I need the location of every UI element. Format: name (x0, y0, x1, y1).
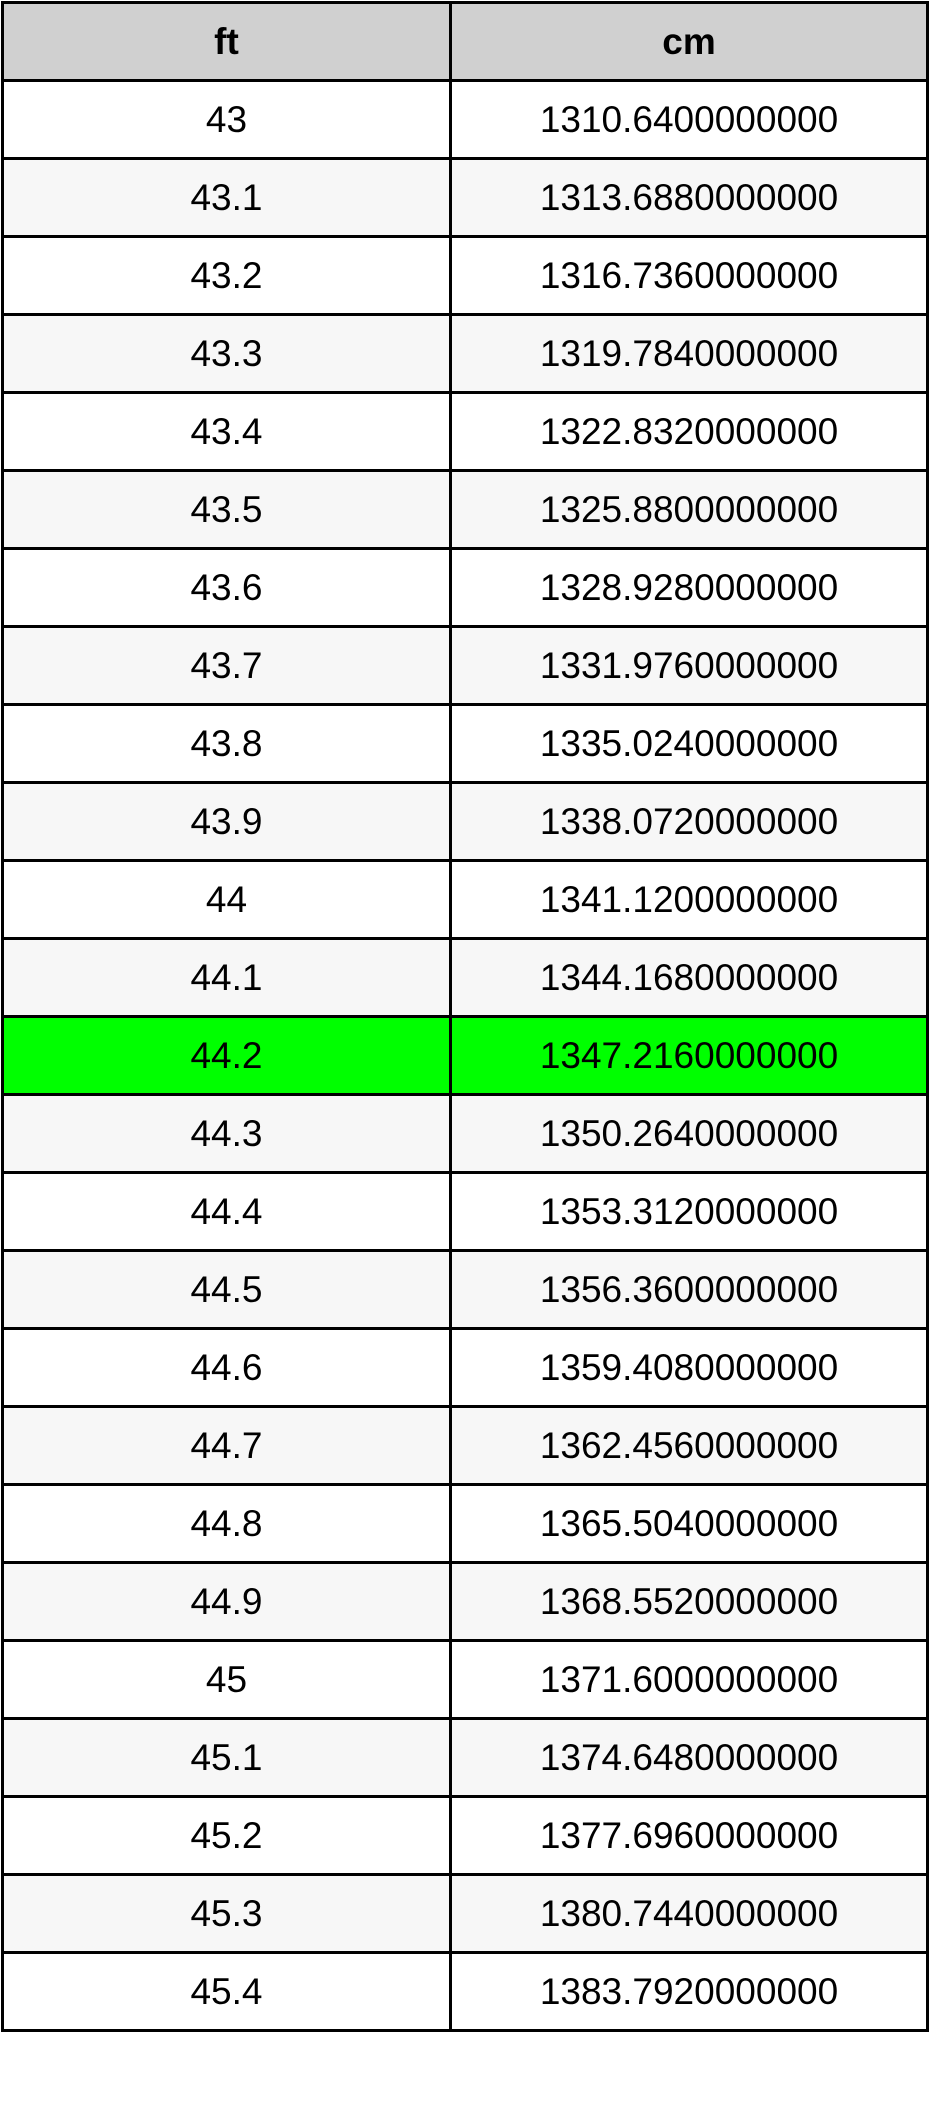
cm-cell: 1328.9280000000 (449, 547, 929, 628)
ft-cell: 43.8 (1, 703, 452, 784)
cm-cell: 1368.5520000000 (449, 1561, 929, 1642)
header-cm: cm (449, 1, 929, 82)
table-row: 43 1310.6400000000 (1, 79, 929, 160)
table-row: 44.1 1344.1680000000 (1, 937, 929, 1018)
ft-cell: 44.3 (1, 1093, 452, 1174)
table-row: 43.8 1335.0240000000 (1, 703, 929, 784)
table-row: 45 1371.6000000000 (1, 1639, 929, 1720)
table-row: 45.4 1383.7920000000 (1, 1951, 929, 2032)
cm-cell: 1365.5040000000 (449, 1483, 929, 1564)
cm-cell: 1335.0240000000 (449, 703, 929, 784)
table-row: 44.7 1362.4560000000 (1, 1405, 929, 1486)
table-row: 43.9 1338.0720000000 (1, 781, 929, 862)
cm-cell: 1377.6960000000 (449, 1795, 929, 1876)
table-row: 44.3 1350.2640000000 (1, 1093, 929, 1174)
cm-cell: 1380.7440000000 (449, 1873, 929, 1954)
ft-cell: 44.8 (1, 1483, 452, 1564)
table-row: 45.3 1380.7440000000 (1, 1873, 929, 1954)
cm-cell: 1359.4080000000 (449, 1327, 929, 1408)
ft-cell: 44.4 (1, 1171, 452, 1252)
header-row: ft cm (1, 1, 929, 82)
ft-cell: 44 (1, 859, 452, 940)
ft-cell: 44.6 (1, 1327, 452, 1408)
ft-cell: 45.2 (1, 1795, 452, 1876)
ft-cell: 43.1 (1, 157, 452, 238)
table-row: 43.1 1313.6880000000 (1, 157, 929, 238)
table-row: 43.7 1331.9760000000 (1, 625, 929, 706)
cm-cell: 1383.7920000000 (449, 1951, 929, 2032)
ft-cell: 43.3 (1, 313, 452, 394)
cm-cell: 1347.2160000000 (449, 1015, 929, 1096)
ft-cell: 45 (1, 1639, 452, 1720)
header-ft: ft (1, 1, 452, 82)
cm-cell: 1350.2640000000 (449, 1093, 929, 1174)
ft-cell: 45.4 (1, 1951, 452, 2032)
cm-cell: 1341.1200000000 (449, 859, 929, 940)
ft-cell: 43 (1, 79, 452, 160)
ft-cell: 44.7 (1, 1405, 452, 1486)
ft-cell: 44.2 (1, 1015, 452, 1096)
cm-cell: 1319.7840000000 (449, 313, 929, 394)
table-row: 44.5 1356.3600000000 (1, 1249, 929, 1330)
cm-cell: 1371.6000000000 (449, 1639, 929, 1720)
ft-cell: 43.5 (1, 469, 452, 550)
cm-cell: 1344.1680000000 (449, 937, 929, 1018)
cm-cell: 1362.4560000000 (449, 1405, 929, 1486)
cm-cell: 1313.6880000000 (449, 157, 929, 238)
table-row: 43.6 1328.9280000000 (1, 547, 929, 628)
table-row: 44.4 1353.3120000000 (1, 1171, 929, 1252)
ft-cell: 43.4 (1, 391, 452, 472)
cm-cell: 1325.8800000000 (449, 469, 929, 550)
cm-cell: 1331.9760000000 (449, 625, 929, 706)
ft-cell: 45.3 (1, 1873, 452, 1954)
table-row: 44.6 1359.4080000000 (1, 1327, 929, 1408)
ft-cell: 44.9 (1, 1561, 452, 1642)
conversion-table: ft cm 43 1310.6400000000 43.1 1313.68800000… (1, 1, 929, 2032)
cm-cell: 1356.3600000000 (449, 1249, 929, 1330)
cm-cell: 1374.6480000000 (449, 1717, 929, 1798)
ft-cell: 43.6 (1, 547, 452, 628)
table-row: 44.8 1365.5040000000 (1, 1483, 929, 1564)
cm-cell: 1322.8320000000 (449, 391, 929, 472)
table-row: 44.9 1368.5520000000 (1, 1561, 929, 1642)
table-row: 44.2 1347.2160000000 (1, 1015, 929, 1096)
table-row: 43.2 1316.7360000000 (1, 235, 929, 316)
table-row: 44 1341.1200000000 (1, 859, 929, 940)
cm-cell: 1310.6400000000 (449, 79, 929, 160)
ft-cell: 44.5 (1, 1249, 452, 1330)
ft-cell: 44.1 (1, 937, 452, 1018)
cm-cell: 1338.0720000000 (449, 781, 929, 862)
table-body: 43 1310.6400000000 43.1 1313.6880000000 43.2… (1, 79, 929, 2032)
table-row: 43.4 1322.8320000000 (1, 391, 929, 472)
table-row: 45.1 1374.6480000000 (1, 1717, 929, 1798)
cm-cell: 1316.7360000000 (449, 235, 929, 316)
ft-cell: 43.9 (1, 781, 452, 862)
ft-cell: 43.7 (1, 625, 452, 706)
table-row: 45.2 1377.6960000000 (1, 1795, 929, 1876)
table-row: 43.3 1319.7840000000 (1, 313, 929, 394)
ft-cell: 43.2 (1, 235, 452, 316)
table-row: 43.5 1325.8800000000 (1, 469, 929, 550)
ft-cell: 45.1 (1, 1717, 452, 1798)
cm-cell: 1353.3120000000 (449, 1171, 929, 1252)
